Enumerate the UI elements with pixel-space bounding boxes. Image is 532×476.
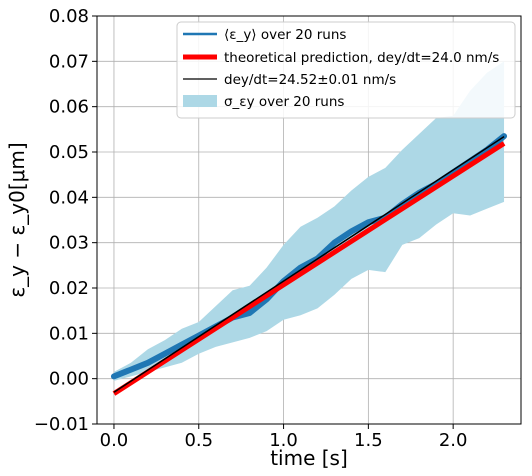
y-tick-label: 0.04 xyxy=(49,187,89,208)
theoretical-prediction-line xyxy=(112,141,506,396)
linear-fit-line xyxy=(113,135,505,393)
legend-sigma-swatch xyxy=(183,95,217,107)
y-tick-label: 0.00 xyxy=(49,369,89,390)
sigma-band-layer xyxy=(113,61,505,381)
legend-sigma-label: σ_εy over 20 runs xyxy=(224,94,344,110)
y-axis-label: ε_y − ε_y0[μm] xyxy=(5,142,29,297)
x-tick-label: 1.5 xyxy=(354,430,383,451)
plot-frame xyxy=(96,15,522,425)
y-tick-label: −0.01 xyxy=(34,414,89,435)
sigma-band xyxy=(113,61,505,381)
legend-theory-label: theoretical prediction, dey/dt=24.0 nm/s xyxy=(224,50,499,66)
legend-box xyxy=(176,21,516,119)
x-tick-label: 0.5 xyxy=(184,430,213,451)
y-tick-label: 0.01 xyxy=(49,323,89,344)
series-layer xyxy=(110,133,508,396)
y-tick-label: 0.06 xyxy=(49,97,89,118)
x-tick-label: 2.0 xyxy=(439,430,468,451)
x-tick-label: 0.0 xyxy=(100,430,129,451)
mean-emittance-line xyxy=(110,133,508,380)
x-axis-label: time [s] xyxy=(270,446,348,470)
tick-layer: 0.0 0.5 1.0 1.5 2.0 −0.01 0.00 0.01 0.02 0.03 0.04… xyxy=(34,6,468,451)
y-tick-label: 0.03 xyxy=(49,233,89,254)
y-tick-label: 0.02 xyxy=(49,278,89,299)
y-tick-label: 0.05 xyxy=(49,142,89,163)
y-tick-label: 0.08 xyxy=(49,6,89,27)
x-tick-label: 1.0 xyxy=(269,430,298,451)
legend: ⟨ε_y⟩ over 20 runs theoretical prediction… xyxy=(176,21,516,119)
y-tick-label: 0.07 xyxy=(49,51,89,72)
legend-mean-label: ⟨ε_y⟩ over 20 runs xyxy=(224,27,346,43)
legend-fit-label: dey/dt=24.52±0.01 nm/s xyxy=(224,72,396,88)
